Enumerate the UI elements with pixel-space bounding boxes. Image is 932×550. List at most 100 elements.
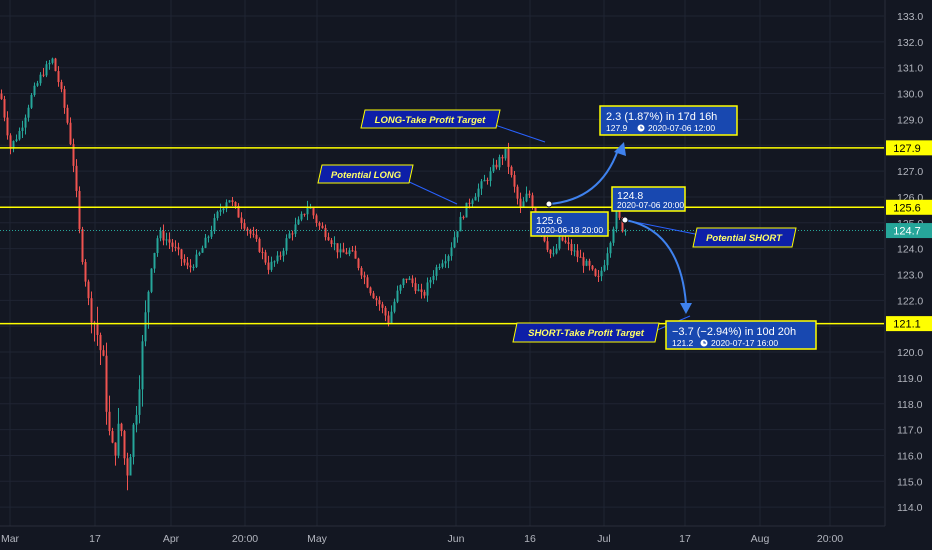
level-price-tag [886, 140, 932, 156]
candle-body [306, 207, 309, 215]
candle-body [75, 165, 78, 191]
candle-body [132, 424, 135, 458]
candle-body [528, 193, 531, 196]
measure-short-entry[interactable]: 124.8 2020-07-06 20:00 [611, 186, 686, 212]
clock-icon [637, 124, 645, 132]
potential-short-callout-text: Potential SHORT [706, 233, 783, 244]
candle-body [561, 237, 564, 241]
potential-short-callout[interactable]: Potential SHORT [692, 227, 797, 248]
measure-long-tp[interactable]: 2.3 (1.87%) in 17d 16h 127.9 2020-07-06 … [599, 105, 738, 136]
level-price-label: 125.6 [893, 202, 921, 214]
candle-body [354, 250, 357, 259]
price-tick-label: 116.0 [897, 450, 923, 462]
candle-body [582, 257, 585, 266]
candle-body [21, 127, 24, 132]
candle-body [498, 157, 501, 168]
candle-body [444, 261, 447, 264]
candle-body [123, 431, 126, 459]
candle-body [477, 188, 480, 197]
candle-body [90, 298, 93, 323]
time-axis-bg [0, 526, 932, 550]
time-tick-label: Apr [163, 533, 180, 545]
price-tick-label: 115.0 [897, 476, 923, 488]
candle-body [195, 254, 198, 267]
measure-short-tp[interactable]: −3.7 (−2.94%) in 10d 20h 121.2 2020-07-1… [665, 320, 817, 350]
candle-body [489, 171, 492, 181]
candle-body [111, 431, 114, 443]
price-tick-label: 114.0 [897, 502, 923, 514]
candle-body [393, 301, 396, 312]
candle-body [432, 275, 435, 280]
candle-body [168, 239, 171, 243]
candle-body [357, 258, 360, 269]
price-tick-label: 131.0 [897, 63, 923, 75]
candle-body [588, 260, 591, 266]
candle-body [585, 260, 588, 266]
candle-body [192, 266, 195, 268]
candle-body [210, 231, 213, 237]
long-tp-connector [494, 124, 546, 143]
candle-body [546, 241, 549, 250]
candle-body [117, 423, 120, 456]
candle-body [126, 458, 129, 476]
candle-body [621, 217, 624, 232]
candle-body [372, 293, 375, 299]
candle-body [603, 265, 606, 271]
candle-body [255, 234, 258, 239]
measure-short-entry-date: 2020-07-06 20:00 [617, 200, 684, 210]
time-tick-label: May [307, 533, 328, 545]
candle-body [624, 230, 627, 232]
candle-body [204, 237, 207, 248]
price-axis[interactable]: 113.0114.0115.0116.0117.0118.0119.0120.0… [884, 0, 932, 550]
candle-body [567, 242, 570, 244]
measure-long-entry-price: 125.6 [536, 215, 562, 227]
candle-body [609, 242, 612, 254]
long-arrow-head [614, 142, 626, 156]
candle-body [147, 291, 150, 313]
price-tick-label: 122.0 [897, 295, 923, 307]
candle-body [48, 62, 51, 65]
candle-body [81, 229, 84, 263]
candle-body [45, 64, 48, 76]
candle-body [315, 215, 318, 223]
potential-long-callout[interactable]: Potential LONG [317, 164, 414, 184]
candle-body [243, 223, 246, 229]
level-price-tag [886, 199, 932, 215]
candle-body [480, 181, 483, 189]
candle-body [579, 256, 582, 258]
candle-body [150, 268, 153, 292]
candle-body [258, 238, 261, 252]
candle-body [576, 250, 579, 257]
long-tp-callout[interactable]: LONG-Take Profit Target [360, 109, 501, 129]
candle-body [438, 266, 441, 268]
level-price-label: 121.1 [893, 319, 921, 331]
candle-body [66, 107, 69, 123]
time-axis[interactable]: Mar 17 Apr 20:00 May Jun 16 Jul 17 Aug 20:00 [0, 525, 932, 550]
price-tick-label: 117.0 [897, 425, 923, 437]
long-entry-point[interactable] [545, 200, 553, 208]
candle-body [327, 237, 330, 241]
candle-body [228, 200, 231, 203]
measure-long-tp-price: 127.9 [606, 123, 628, 133]
short-entry-point[interactable] [621, 216, 629, 224]
candle-body [426, 282, 429, 296]
short-tp-callout[interactable]: SHORT-Take Profit Target [512, 322, 660, 343]
candle-body [219, 210, 222, 212]
candle-body [165, 239, 168, 241]
candle-body [360, 268, 363, 276]
candle-body [486, 179, 489, 181]
potential-short-callout-box [692, 227, 797, 248]
candle-body [435, 267, 438, 276]
candle-body [324, 228, 327, 238]
measure-long-entry[interactable]: 125.6 2020-06-18 20:00 [530, 211, 609, 237]
candle-body [198, 252, 201, 255]
candle-body [423, 291, 426, 296]
candle-body [249, 230, 252, 234]
candle-body [396, 290, 399, 302]
candle-body [612, 228, 615, 243]
candle-body [405, 278, 408, 280]
candle-body [501, 157, 504, 159]
candle-body [42, 74, 45, 76]
measure-long-tp-change: 2.3 (1.87%) in 17d 16h [606, 111, 717, 123]
